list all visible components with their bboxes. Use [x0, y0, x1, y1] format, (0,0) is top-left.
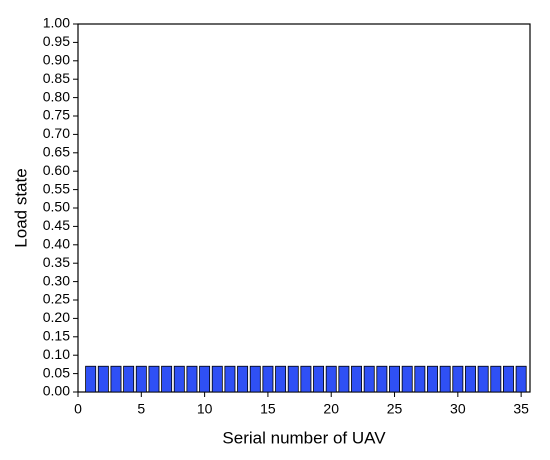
bar [85, 365, 97, 393]
bar [376, 365, 388, 393]
bar [414, 365, 426, 393]
x-tick-label: 25 [387, 401, 403, 417]
bar [439, 365, 451, 393]
y-tick-label: 0.65 [43, 144, 70, 160]
bar [110, 365, 122, 393]
y-tick-label: 0.85 [43, 70, 70, 86]
bar [275, 365, 287, 393]
x-tick-label: 0 [74, 401, 82, 417]
y-tick-label: 0.10 [43, 346, 70, 362]
y-tick-label: 0.00 [43, 383, 70, 399]
y-tick-label: 0.40 [43, 236, 70, 252]
bar [249, 365, 261, 393]
y-tick-label: 0.90 [43, 52, 70, 68]
x-tick-label: 30 [450, 401, 466, 417]
y-tick-label: 0.50 [43, 199, 70, 215]
bar [465, 365, 476, 393]
y-tick-label: 0.55 [43, 180, 70, 196]
bar [427, 365, 438, 393]
bar [224, 365, 236, 393]
bar [300, 365, 312, 393]
y-tick-label: 0.15 [43, 328, 70, 344]
y-tick-label: 0.80 [43, 88, 70, 104]
x-tick-label: 5 [137, 401, 145, 417]
y-tick-label: 0.30 [43, 272, 70, 288]
bar [338, 365, 350, 393]
bar [452, 365, 464, 393]
y-tick-label: 0.60 [43, 162, 70, 178]
y-axis-title: Load state [11, 168, 30, 247]
x-tick-label: 35 [513, 401, 529, 417]
y-tick-label: 0.25 [43, 291, 70, 307]
bar [363, 365, 375, 393]
bar [503, 365, 514, 393]
bar [490, 365, 502, 393]
bar [401, 365, 413, 393]
y-tick-label: 0.70 [43, 125, 70, 141]
plot-frame [77, 23, 531, 393]
bar [148, 365, 160, 393]
bar [97, 365, 109, 393]
y-tick-label: 0.45 [43, 217, 70, 233]
bar [287, 365, 299, 393]
bar [325, 365, 337, 393]
bar [389, 365, 400, 393]
y-tick-label: 0.75 [43, 107, 70, 123]
bar [123, 365, 135, 393]
x-tick-label: 20 [323, 401, 339, 417]
y-tick-label: 0.35 [43, 254, 70, 270]
bar [515, 365, 527, 393]
y-tick-label: 1.00 [43, 15, 70, 31]
bar [237, 365, 249, 393]
bar [186, 365, 198, 393]
y-tick-label: 0.95 [43, 33, 70, 49]
bar [351, 365, 363, 393]
y-tick-label: 0.05 [43, 364, 70, 380]
x-tick-label: 15 [260, 401, 276, 417]
bar [477, 365, 489, 393]
bar [262, 365, 274, 393]
bar [161, 365, 173, 393]
bar [313, 365, 325, 393]
x-axis-title: Serial number of UAV [222, 428, 386, 447]
bar [211, 365, 223, 393]
x-tick-label: 10 [197, 401, 213, 417]
bar [173, 365, 185, 393]
y-tick-label: 0.20 [43, 309, 70, 325]
bar [199, 365, 211, 393]
bar [135, 365, 147, 393]
